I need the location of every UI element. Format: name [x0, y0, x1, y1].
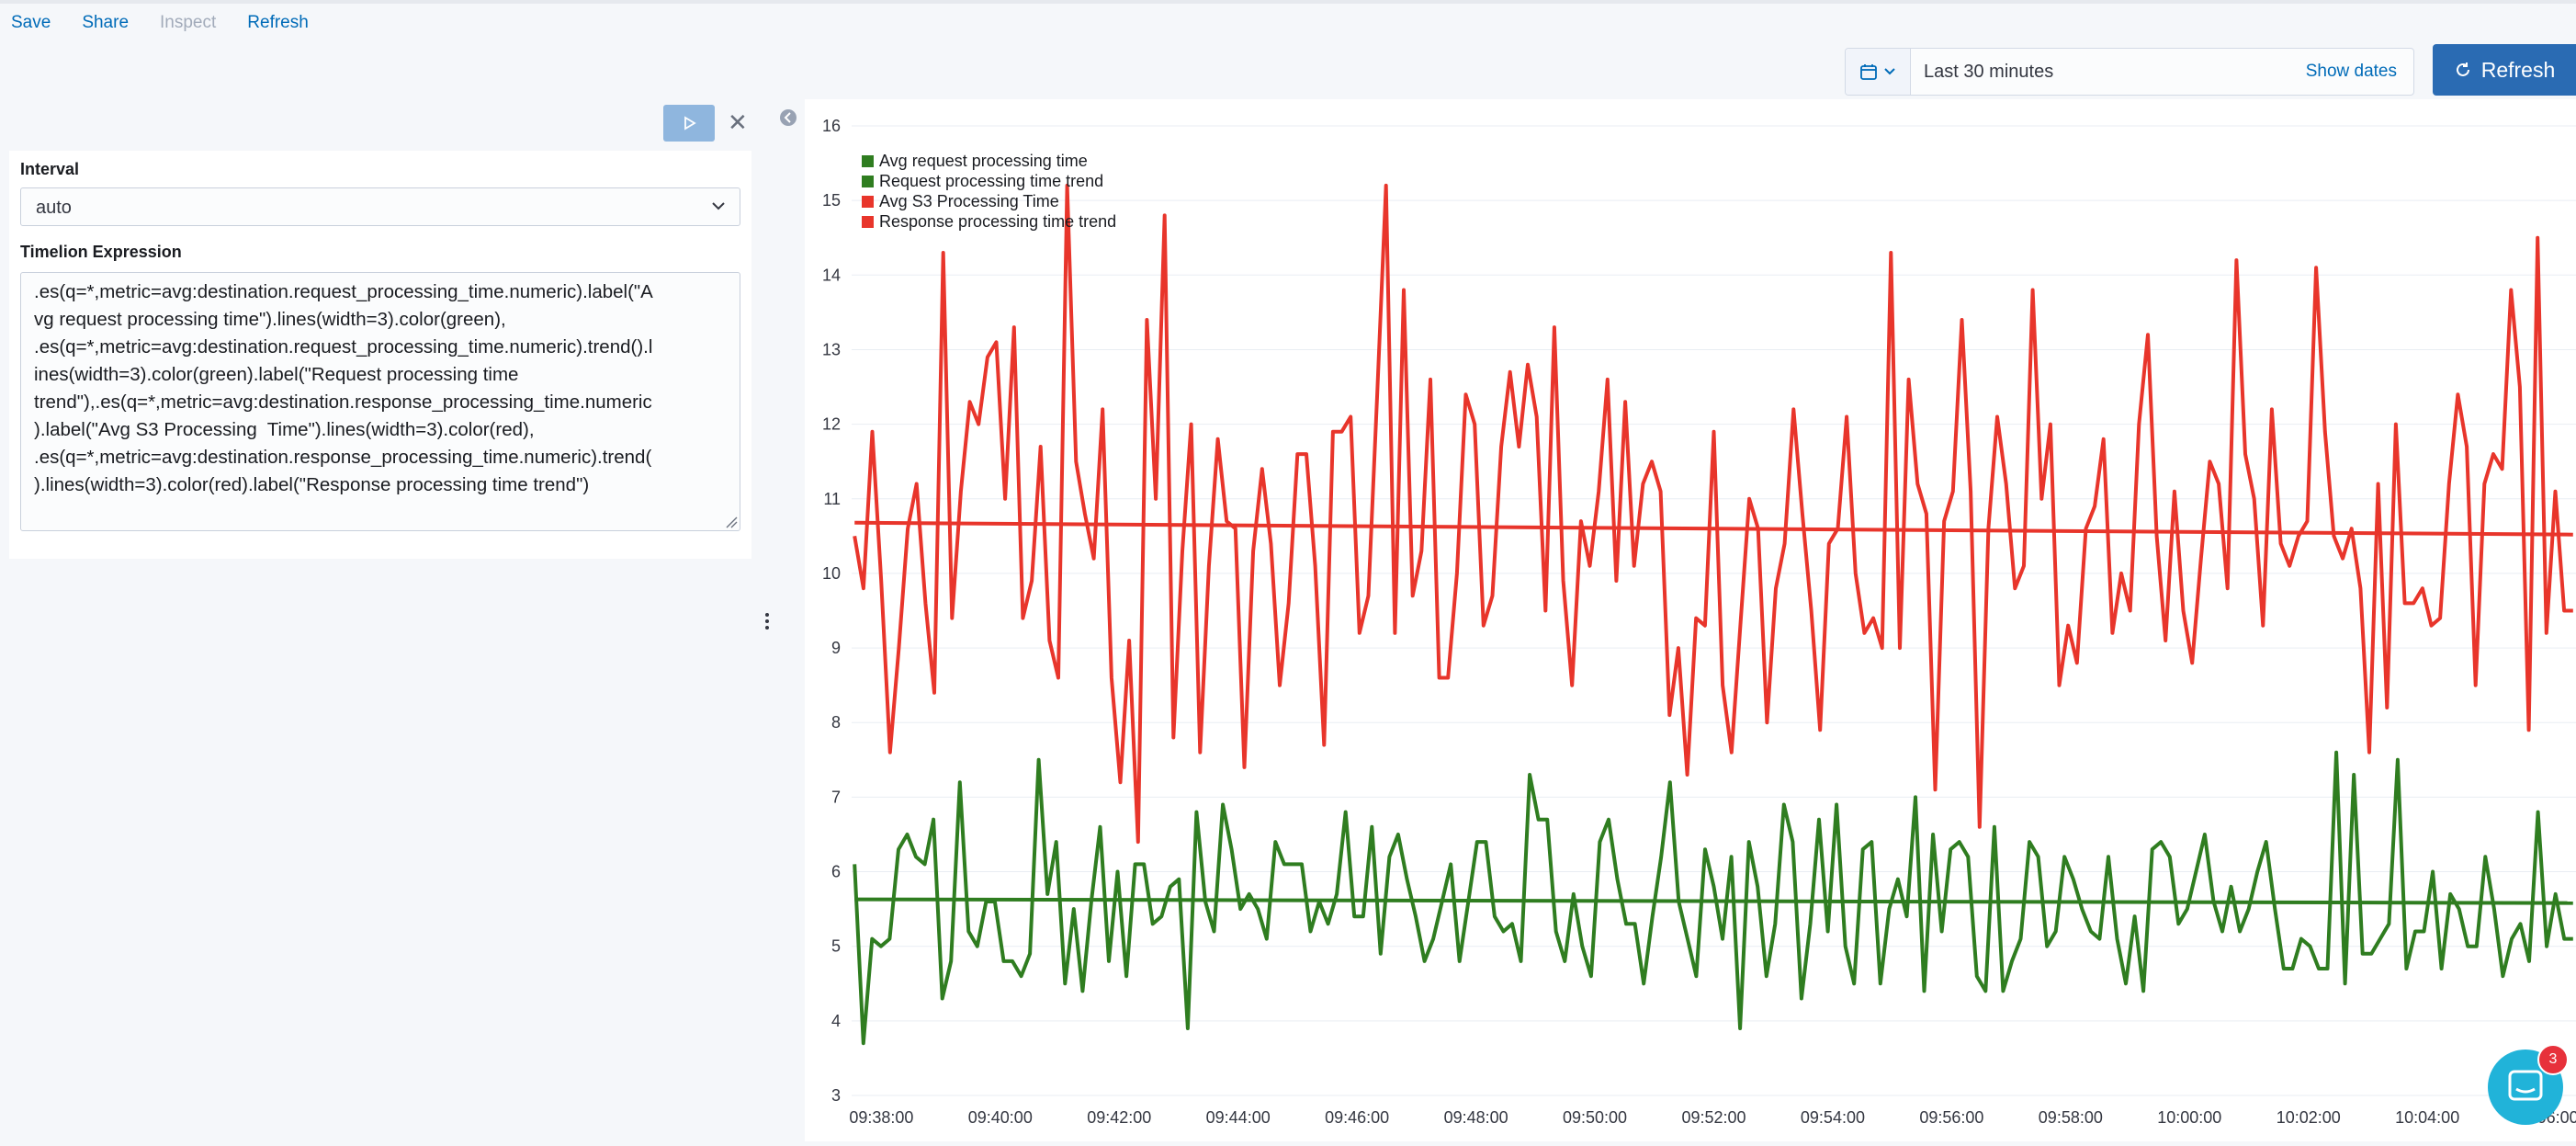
x-tick-label: 09:38:00 [849, 1108, 913, 1127]
time-range-text[interactable]: Last 30 minutes [1924, 61, 2054, 82]
y-tick-label: 14 [822, 266, 841, 284]
chart-legend: Avg request processing time Request proc… [862, 151, 1116, 232]
legend-item[interactable]: Avg S3 Processing Time [862, 191, 1116, 211]
x-tick-label: 09:42:00 [1087, 1108, 1151, 1127]
y-tick-label: 7 [831, 788, 841, 806]
legend-item[interactable]: Response processing time trend [862, 211, 1116, 232]
x-tick-label: 09:44:00 [1206, 1108, 1271, 1127]
expression-line: .es(q=*,metric=avg:destination.response_… [34, 447, 652, 468]
refresh-button-label: Refresh [2480, 57, 2556, 82]
expression-line: vg request processing time").lines(width… [34, 309, 506, 330]
refresh-link[interactable]: Refresh [247, 13, 309, 32]
legend-label: Avg request processing time [879, 151, 1088, 170]
y-tick-label: 5 [831, 937, 841, 956]
expression-label: Timelion Expression [20, 243, 182, 261]
x-tick-label: 09:52:00 [1681, 1108, 1746, 1127]
y-tick-label: 12 [822, 415, 841, 434]
x-tick-label: 09:46:00 [1325, 1108, 1389, 1127]
x-tick-label: 09:40:00 [968, 1108, 1033, 1127]
editor-toolbar: ✕ [9, 105, 751, 154]
expression-line: ).lines(width=3).color(red).label("Respo… [34, 474, 590, 495]
expression-line: ).label("Avg S3 Processing Time").lines(… [34, 419, 535, 440]
expression-line: .es(q=*,metric=avg:destination.request_p… [34, 281, 653, 302]
refresh-icon [2456, 62, 2469, 76]
x-tick-label: 10:00:00 [2157, 1108, 2221, 1127]
expression-line: trend"),.es(q=*,metric=avg:destination.r… [34, 391, 652, 413]
chevron-down-icon [1884, 68, 1895, 75]
x-tick-label: 09:48:00 [1444, 1108, 1508, 1127]
collapse-arrow-icon[interactable] [779, 108, 797, 127]
x-tick-label: 10:04:00 [2395, 1108, 2459, 1127]
y-tick-label: 6 [831, 863, 841, 881]
quick-menu-button[interactable] [1846, 49, 1911, 95]
top-border [0, 0, 2576, 4]
y-tick-label: 16 [822, 117, 841, 135]
y-tick-label: 15 [822, 191, 841, 210]
trend-line [854, 897, 2573, 905]
notification-badge: 3 [2537, 1044, 2569, 1075]
series-line [853, 750, 2573, 1046]
run-button[interactable] [663, 105, 715, 142]
line-chart: 3 4 5 6 7 8 9 10 11 12 13 14 15 16 09:38:00 09:40:00 09:… [822, 117, 2576, 1127]
y-tick-label: 4 [831, 1012, 841, 1030]
resize-handle-icon[interactable] [725, 516, 738, 528]
interval-value: auto [36, 198, 72, 218]
top-menu: Save Share Inspect Refresh [0, 13, 329, 39]
show-dates-link[interactable]: Show dates [2305, 62, 2397, 81]
y-tick-label: 9 [831, 639, 841, 657]
expression-line: ines(width=3).color(green).label("Reques… [34, 364, 519, 385]
chat-icon [2508, 1070, 2543, 1101]
close-icon[interactable]: ✕ [728, 108, 748, 136]
expression-line: .es(q=*,metric=avg:destination.request_p… [34, 336, 653, 357]
y-tick-label: 13 [822, 340, 841, 358]
x-tick-label: 09:54:00 [1801, 1108, 1865, 1127]
x-tick-label: 09:50:00 [1563, 1108, 1627, 1127]
y-tick-label: 3 [831, 1086, 841, 1105]
y-tick-label: 10 [822, 564, 841, 583]
legend-item[interactable]: Avg request processing time [862, 151, 1116, 171]
expression-textarea[interactable]: .es(q=*,metric=avg:destination.request_p… [20, 272, 740, 531]
interval-label: Interval [20, 160, 80, 178]
legend-label: Request processing time trend [879, 171, 1104, 190]
trend-line [854, 520, 2573, 537]
refresh-button[interactable]: Refresh [2433, 44, 2576, 96]
editor-panel: Interval auto Timelion Expression .es(q=… [9, 151, 751, 559]
y-tick-label: 8 [831, 713, 841, 732]
series-line [853, 183, 2573, 845]
chart-area: 3 4 5 6 7 8 9 10 11 12 13 14 15 16 09:38:00 09:40:00 09:… [805, 99, 2576, 1141]
x-tick-label: 10:02:00 [2277, 1108, 2341, 1127]
play-icon [684, 116, 696, 130]
legend-label: Avg S3 Processing Time [879, 191, 1059, 210]
inspect-link: Inspect [160, 13, 217, 32]
share-link[interactable]: Share [82, 13, 130, 32]
chevron-down-icon [712, 202, 725, 210]
x-tick-label: 09:58:00 [2039, 1108, 2103, 1127]
panel-resize-handle[interactable] [764, 610, 770, 632]
interval-select[interactable]: auto [20, 187, 740, 226]
save-link[interactable]: Save [11, 13, 51, 32]
legend-label: Response processing time trend [879, 211, 1117, 231]
x-tick-label: 09:56:00 [1919, 1108, 1983, 1127]
time-picker: Last 30 minutes Show dates [1845, 48, 2414, 96]
legend-item[interactable]: Request processing time trend [862, 171, 1116, 191]
y-tick-label: 11 [823, 490, 841, 508]
calendar-icon [1860, 64, 1877, 80]
